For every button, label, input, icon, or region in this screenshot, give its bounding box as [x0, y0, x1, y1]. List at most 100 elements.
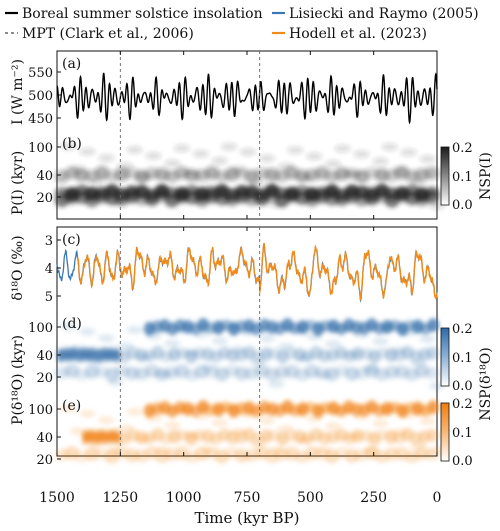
heat-patch: [315, 446, 332, 454]
heat-patch: [391, 166, 408, 175]
mpt-lines: [119, 51, 261, 456]
heat-patch: [391, 428, 408, 437]
heat-cell: [61, 349, 64, 363]
panel-b-ytick-100: 100: [28, 141, 53, 156]
heat-patch: [344, 170, 360, 178]
heat-patch: [400, 410, 417, 419]
panel-d-ylabel: P(δ¹⁸O) (kyr): [10, 335, 26, 425]
heat-patch: [183, 349, 200, 358]
heat-patch: [60, 142, 77, 151]
heat-patch: [221, 322, 238, 331]
heat-patch: [287, 146, 304, 155]
heat-patch: [117, 162, 134, 171]
heat-patch: [230, 165, 247, 174]
heat-patch: [117, 342, 134, 351]
heat-patch: [192, 411, 209, 420]
heat-patch: [164, 421, 181, 430]
heat-patch: [249, 358, 266, 367]
heat-patch: [69, 345, 86, 354]
panel-a-ytick-450: 450: [28, 112, 53, 127]
heat-patch: [277, 424, 294, 433]
heat-patch: [98, 154, 115, 163]
heat-patch: [381, 143, 398, 151]
heat-patch: [277, 162, 294, 171]
heat-patch: [192, 149, 209, 158]
heatmap-hodell: [54, 400, 445, 464]
legend-label-insolation: Boreal summer solstice insolation: [22, 6, 263, 22]
panel-b: (b) P(I) (kyr) 100 40 20 0.2 0.1 0.0 NSP…: [10, 136, 494, 215]
panel-c-ylabel: δ¹⁸O (‰): [10, 235, 26, 300]
heat-patch: [98, 416, 115, 425]
colorbar-d-tick-min: 0.0: [452, 379, 473, 394]
panel-a-ytick-500: 500: [28, 89, 53, 104]
heat-patch: [268, 379, 285, 388]
heat-patch: [136, 173, 153, 182]
heat-patch: [353, 412, 370, 421]
panel-d-ytick-100: 100: [28, 321, 53, 336]
colorbar-e-tick-max: 0.2: [452, 397, 473, 412]
panel-c-ytick-4: 4: [45, 262, 53, 277]
heat-cell: [424, 166, 440, 180]
colorbar-e-tick-mid: 0.1: [452, 426, 473, 441]
x-tick-label-1000: 1000: [166, 490, 202, 506]
heat-patch: [145, 151, 162, 160]
heat-patch: [240, 410, 256, 418]
heat-patch: [325, 339, 342, 348]
heat-patch: [306, 414, 323, 423]
heat-patch: [155, 446, 171, 454]
heat-patch: [372, 419, 389, 428]
panel-c-ytick-5: 5: [45, 290, 53, 305]
heat-patch: [88, 177, 105, 186]
heat-patch: [136, 353, 153, 362]
series-hodell: [76, 242, 438, 301]
x-axis: 1500 1250 1000 750 500 250 0: [39, 51, 441, 506]
heat-patch: [410, 441, 427, 450]
heat-patch: [258, 154, 275, 163]
panel-a-ytick-550: 550: [28, 66, 53, 81]
heat-patch: [211, 156, 228, 165]
heat-cell: [84, 446, 100, 461]
heat-patch: [60, 322, 77, 331]
panel-d-ytick-20: 20: [36, 371, 53, 386]
heat-patch: [79, 409, 96, 418]
heat-patch: [277, 342, 294, 351]
heat-patch: [107, 198, 124, 206]
colorbar-d-label: NSP(δ¹⁸O): [478, 347, 494, 420]
heat-cell: [334, 167, 350, 181]
heat-patch: [173, 144, 190, 153]
heat-cell: [426, 428, 439, 442]
heat-patch: [353, 330, 370, 339]
heat-patch: [192, 329, 209, 338]
colorbar-d-tick-mid: 0.1: [452, 351, 473, 366]
heat-patch: [202, 445, 219, 454]
colorbar-b: [440, 146, 450, 206]
panel-d-letter: (d): [62, 316, 82, 332]
legend: Boreal summer solstice insolation Lisiec…: [5, 6, 479, 42]
heat-patch: [173, 324, 190, 333]
heat-patch: [107, 446, 124, 454]
heat-patch: [315, 371, 332, 380]
heat-patch: [344, 350, 360, 358]
colorbar-e: [440, 402, 450, 462]
colorbar-b-tick-min: 0.0: [452, 198, 473, 213]
x-tick-label-0: 0: [433, 490, 442, 506]
heat-patch: [126, 325, 143, 334]
heat-patch: [334, 144, 351, 153]
heat-patch: [155, 190, 171, 198]
x-tick-label-750: 750: [234, 490, 261, 506]
heat-patch: [107, 378, 124, 386]
colorbar-d: [440, 327, 450, 387]
x-tick-label-1500: 1500: [39, 490, 75, 506]
heat-patch: [136, 435, 153, 444]
heat-cell: [84, 364, 100, 379]
panel-d-ytick-40: 40: [36, 349, 53, 364]
heat-patch: [419, 417, 436, 425]
heat-patch: [126, 145, 143, 154]
heat-patch: [183, 431, 200, 440]
heat-patch: [419, 335, 436, 343]
heat-cell: [424, 189, 440, 204]
heat-patch: [306, 152, 323, 161]
series-lr04: [56, 243, 438, 303]
heat-patch: [381, 405, 398, 413]
